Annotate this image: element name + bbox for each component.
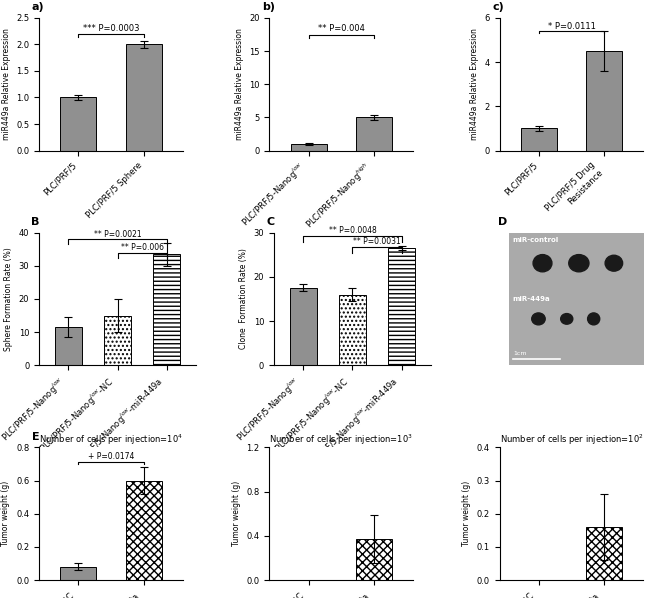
Y-axis label: miR449a Relative Expression: miR449a Relative Expression [1,28,10,140]
Bar [356,117,392,151]
Text: *** P=0.0003: *** P=0.0003 [83,24,139,33]
Y-axis label: miR449a Relative Expression: miR449a Relative Expression [235,28,244,140]
Y-axis label: Clone  Formation Rate (%): Clone Formation Rate (%) [239,249,248,349]
Ellipse shape [605,255,623,271]
Text: c): c) [493,2,504,12]
Bar [60,567,96,580]
Text: + P=0.0174: + P=0.0174 [88,452,134,461]
Title: Number of cells per injection=10$^{3}$: Number of cells per injection=10$^{3}$ [269,433,413,447]
Bar [125,481,162,580]
Text: miR-449a: miR-449a [513,297,551,303]
Y-axis label: miR449a Relative Expression: miR449a Relative Expression [470,28,479,140]
Y-axis label: Tumor weight (g): Tumor weight (g) [462,481,471,547]
Y-axis label: Tumor weight (g): Tumor weight (g) [1,481,10,547]
Text: * P=0.0111: * P=0.0111 [547,22,595,30]
Ellipse shape [532,313,545,325]
Bar [125,44,162,151]
Text: 1cm: 1cm [513,351,526,356]
Bar [339,295,366,365]
Text: ** P=0.0021: ** P=0.0021 [94,230,141,239]
Text: miR-control: miR-control [513,237,559,243]
Bar [388,248,415,365]
Text: B: B [31,216,40,227]
Text: b): b) [262,2,275,12]
Bar [521,129,557,151]
Text: D: D [498,216,507,227]
Bar [153,254,180,365]
Text: a): a) [32,2,44,12]
Bar [356,539,392,580]
Text: E: E [32,432,40,441]
Text: ** P=0.0048: ** P=0.0048 [329,227,376,236]
Text: ** P=0.004: ** P=0.004 [318,24,365,33]
Bar [290,288,317,365]
Bar [104,316,131,365]
Ellipse shape [569,255,589,272]
Bar [60,97,96,151]
Title: Number of cells per injection=10$^{4}$: Number of cells per injection=10$^{4}$ [39,433,183,447]
Bar [55,327,82,365]
Ellipse shape [533,255,552,272]
Bar [586,51,622,151]
Text: ** P=0.006: ** P=0.006 [121,243,164,252]
Title: Number of cells per injection=10$^{2}$: Number of cells per injection=10$^{2}$ [500,433,644,447]
Bar [291,144,326,151]
Text: C: C [266,216,274,227]
Ellipse shape [561,313,573,324]
Bar [586,527,622,580]
Y-axis label: Tumor weight (g): Tumor weight (g) [232,481,240,547]
Y-axis label: Sphere Formation Rate (%): Sphere Formation Rate (%) [4,247,13,351]
Ellipse shape [588,313,600,325]
Text: ** P=0.0031: ** P=0.0031 [353,237,401,246]
